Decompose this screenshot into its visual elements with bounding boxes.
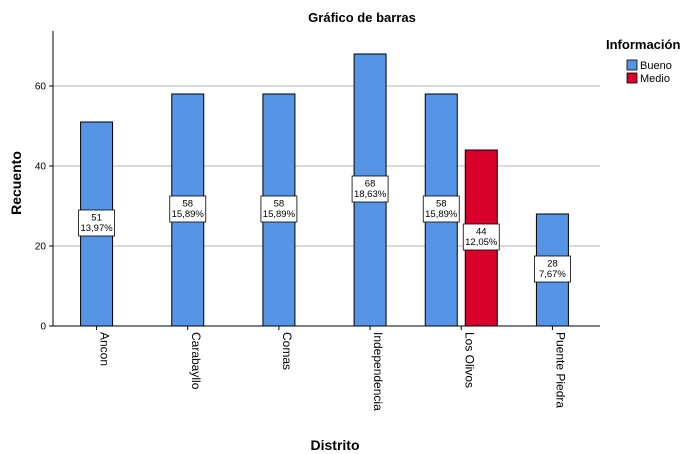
gridlines bbox=[53, 85, 600, 247]
y-tick-label: 0 bbox=[40, 322, 46, 333]
legend: Información Bueno Medio bbox=[606, 37, 680, 85]
x-tick-label-comas: Comas bbox=[280, 332, 294, 370]
x-tick-label-independencia: Independencia bbox=[371, 332, 385, 411]
x-tick-label-puente-piedra: Puente Piedra bbox=[553, 332, 567, 408]
data-label-percent: 15,89% bbox=[172, 209, 205, 220]
data-label: 287,67% bbox=[534, 255, 571, 283]
legend-label-medio: Medio bbox=[640, 73, 670, 85]
data-label-count: 44 bbox=[476, 227, 487, 238]
x-axis-title: Distrito bbox=[311, 437, 360, 453]
legend-label-bueno: Bueno bbox=[640, 60, 672, 72]
data-label-box bbox=[260, 195, 298, 223]
data-label-count: 28 bbox=[547, 259, 558, 270]
y-tick-label: 60 bbox=[35, 82, 47, 93]
data-label-box bbox=[351, 175, 389, 203]
tick-labels: 0 20 40 60 Ancon Carabayllo Comas Independencia… bbox=[35, 82, 568, 412]
data-label-count: 58 bbox=[182, 199, 193, 210]
y-tick-label: 40 bbox=[35, 162, 47, 173]
legend-swatch-bueno bbox=[626, 59, 638, 71]
data-label-box bbox=[462, 223, 500, 251]
data-label-percent: 7,67% bbox=[539, 269, 566, 280]
data-label-percent: 15,89% bbox=[425, 209, 458, 220]
data-label-percent: 15,89% bbox=[263, 209, 296, 220]
legend-swatch-medio bbox=[626, 72, 638, 84]
data-label-count: 58 bbox=[436, 199, 447, 210]
data-label-box bbox=[534, 255, 571, 283]
data-label-count: 58 bbox=[274, 199, 285, 210]
legend-title: Información bbox=[606, 37, 680, 52]
y-axis-title: Recuento bbox=[8, 151, 24, 215]
data-labels: 5113,97%6818,63%5815,89%4412,05%5815,89%… bbox=[78, 175, 571, 283]
x-tick-label-carabayllo: Carabayllo bbox=[189, 332, 203, 390]
bars bbox=[80, 53, 569, 327]
data-label-count: 68 bbox=[365, 179, 376, 190]
data-label-percent: 12,05% bbox=[465, 237, 498, 248]
data-label-count: 51 bbox=[91, 213, 102, 224]
data-label-box bbox=[169, 195, 207, 223]
x-tick-label-los-olivos: Los Olivos bbox=[462, 332, 476, 388]
axes bbox=[49, 31, 600, 330]
data-label-percent: 18,63% bbox=[354, 189, 387, 200]
data-label-box bbox=[422, 195, 460, 223]
chart-title: Gráfico de barras bbox=[308, 10, 416, 25]
data-label-box bbox=[78, 209, 115, 237]
x-tick-label-ancon: Ancon bbox=[98, 332, 112, 366]
y-tick-label: 20 bbox=[35, 242, 47, 253]
data-label-percent: 13,97% bbox=[80, 223, 113, 234]
